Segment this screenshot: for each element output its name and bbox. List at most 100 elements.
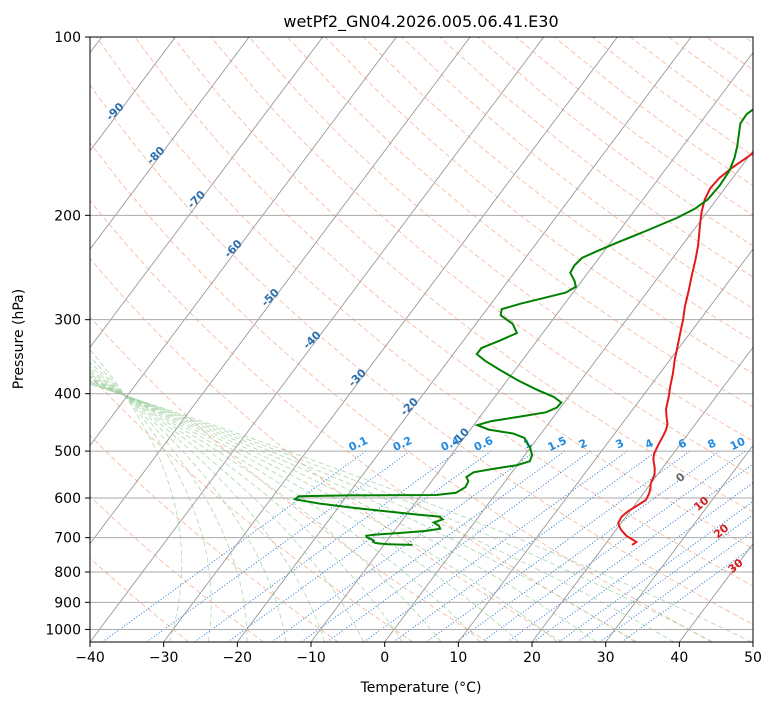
y-tick-label: 100 (54, 30, 81, 46)
isotherm-label: -90 (103, 100, 126, 123)
moist-adiabat (90, 356, 212, 642)
y-tick-label: 500 (54, 444, 81, 460)
isotherm-line (90, 37, 176, 152)
isotherm-label: -30 (346, 366, 369, 389)
y-tick-label: 400 (54, 387, 81, 403)
dry-adiabat (90, 83, 753, 625)
dry-adiabat (744, 37, 753, 44)
dry-adiabat (210, 37, 753, 477)
x-tick-label: −20 (223, 650, 253, 666)
y-tick-label: 900 (54, 595, 81, 611)
mixing-ratio-label: 4 (643, 436, 656, 451)
y-tick-label: 200 (54, 208, 81, 224)
isotherm-label: -60 (222, 237, 245, 260)
x-tick-label: 20 (523, 650, 541, 666)
moist-adiabat (90, 365, 287, 642)
y-tick-label: 800 (54, 565, 81, 581)
dry-adiabat (477, 37, 753, 247)
isotherm-label: -40 (300, 328, 323, 351)
dry-adiabat (172, 37, 753, 513)
dry-adiabat (439, 37, 753, 278)
isotherm-line (90, 37, 471, 545)
y-axis-ticks: 100 200 300 400 500 600 700 800 900 1000 (45, 30, 90, 638)
x-tick-label: −10 (296, 650, 326, 666)
dry-adiabat (668, 37, 753, 100)
isotherm-line (752, 641, 753, 642)
moist-adiabat (90, 380, 597, 642)
isotherm-line (678, 543, 753, 642)
isotherm-line (457, 248, 753, 642)
moist-label: 30 (726, 556, 746, 576)
moist-label: 40 (749, 584, 769, 604)
isotherm-line (163, 37, 618, 642)
mixing-ratio-line (558, 500, 753, 642)
x-tick-label: 0 (380, 650, 389, 666)
isotherm-labels: -100-90-80-70-60-50-40-30-20-10 (63, 49, 472, 449)
mixing-ratio-label: 10 (728, 435, 748, 453)
dry-adiabat (90, 434, 339, 642)
dry-adiabat (90, 495, 264, 642)
dewpoint-profile (292, 108, 753, 546)
moist-adiabat (90, 375, 442, 642)
mixing-ratio-label: 13 (754, 435, 773, 453)
dry-adiabat (363, 37, 753, 342)
isotherm-label: -100 (63, 49, 92, 78)
isotherm-label: -80 (144, 144, 167, 167)
moist-label: 20 (711, 521, 731, 541)
dry-adiabat (90, 257, 563, 642)
mixing-ratio-label: 3 (614, 436, 626, 451)
mixing-ratio-label: 6 (676, 436, 689, 451)
mixing-ratio-line (621, 546, 753, 642)
temperature-profile (616, 151, 753, 546)
dry-adiabat (90, 557, 190, 642)
mixing-ratio-label: 2 (577, 436, 589, 451)
moist-label: 10 (691, 494, 711, 514)
profiles (292, 108, 753, 546)
dry-adiabat (286, 37, 753, 408)
y-tick-label: 1000 (45, 622, 81, 638)
moist-adiabat (90, 383, 752, 642)
moist-adiabat (90, 371, 364, 642)
x-tick-label: −30 (149, 650, 179, 666)
plot-frame (89, 36, 754, 643)
moist-adiabat (90, 373, 403, 642)
isotherm-line (90, 37, 324, 349)
moist-adiabat (90, 369, 326, 642)
moist-adiabat (90, 377, 481, 642)
isotherm-label: -50 (259, 286, 282, 309)
y-tick-label: 700 (54, 531, 81, 547)
dry-adiabat (90, 142, 712, 642)
y-tick-label: 300 (54, 313, 81, 329)
dry-adiabat (706, 37, 753, 71)
moist-adiabat (90, 379, 558, 642)
dry-adiabat (134, 37, 753, 550)
mixing-ratio-label: 8 (706, 436, 718, 451)
isotherm-line (90, 37, 545, 642)
moist-adiabat (90, 382, 675, 642)
dry-adiabat (515, 37, 753, 217)
moist-adiabat (90, 361, 248, 642)
dry-adiabat (248, 37, 753, 442)
dry-adiabat (90, 316, 488, 642)
chart-title: wetPf2_GN04.2026.005.06.41.E30 (283, 12, 558, 32)
x-tick-label: −40 (75, 650, 105, 666)
background-lines (90, 37, 753, 642)
dry-adiabat (553, 37, 753, 187)
isotherm-line (531, 346, 753, 642)
isotherm-line (605, 444, 753, 642)
moist-adiabat (90, 381, 636, 642)
isotherm-line (236, 37, 692, 642)
mixing-ratio-line (481, 450, 746, 642)
moist-label: 0 (673, 470, 687, 485)
isotherm-line (310, 51, 753, 642)
x-tick-label: 10 (449, 650, 467, 666)
isotherm-line (384, 150, 753, 642)
x-axis-label: Temperature (°C) (360, 680, 482, 696)
moist-adiabat (90, 349, 183, 642)
moist-adiabat (90, 378, 520, 642)
x-tick-label: 30 (597, 650, 615, 666)
x-tick-label: 50 (744, 650, 762, 666)
dry-adiabat (401, 37, 753, 310)
